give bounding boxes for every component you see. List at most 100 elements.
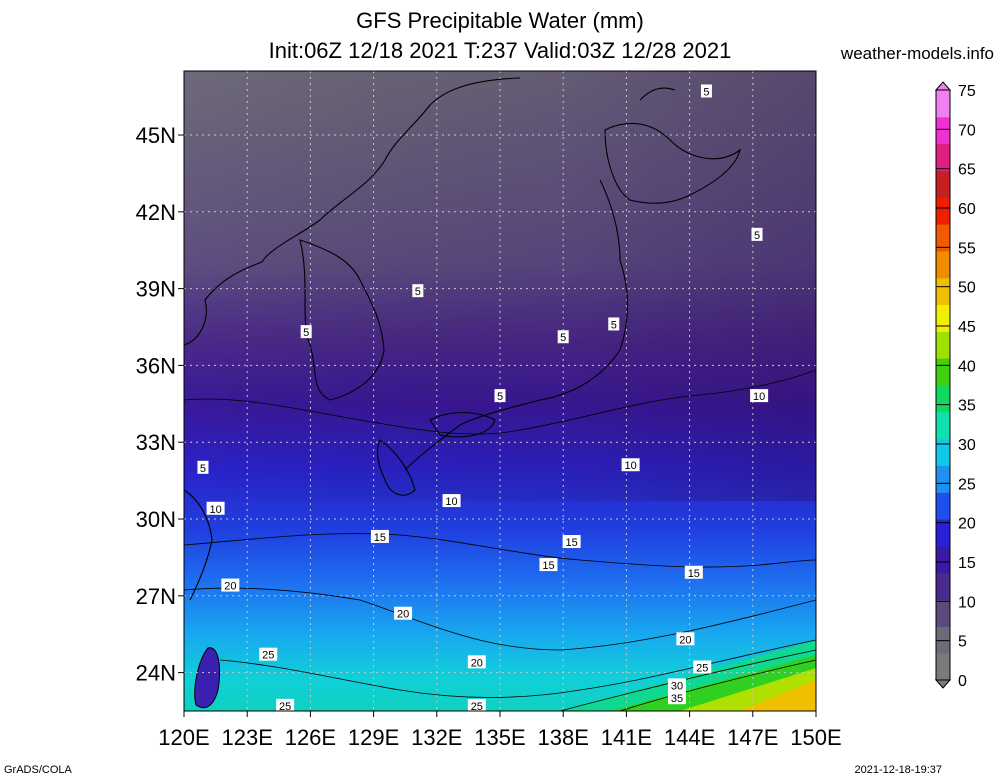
- colorbar-swatch-6: [936, 492, 950, 520]
- contour-label-box-8: [750, 389, 769, 403]
- coast-honshu: [404, 179, 629, 471]
- colorbar-swatch-14: [936, 277, 950, 306]
- colorbar-swatch-15: [936, 250, 950, 279]
- contour-label-box-13: [562, 535, 581, 549]
- chart-title: GFS Precipitable Water (mm): [0, 8, 1000, 34]
- lon-tick-label-3: 129E: [348, 725, 399, 750]
- contour-label-box-20: [259, 647, 278, 661]
- colorbar-swatch-8: [936, 438, 950, 466]
- lon-axis: 120E 123E 126E 129E 132E 135E 138E 141E 144E 147E…: [158, 711, 842, 750]
- map-area: 5 5 5 5 5 5 5 5 10 10 10 10 15 15 15 15 20 20 20 20 25 25 25 25…: [184, 71, 816, 713]
- contour-label-box-5: [608, 317, 620, 331]
- colorbar-swatch-11: [936, 358, 950, 386]
- contour-label-20: 25: [262, 650, 274, 662]
- lat-tick-label-3: 33N: [136, 430, 176, 455]
- contour-label-11: 10: [209, 504, 221, 516]
- colorbar-swatch-19: [936, 143, 950, 171]
- lat-tick-label-4: 36N: [136, 353, 176, 378]
- colorbar-label-10: 50: [958, 280, 976, 297]
- contour-15: [184, 533, 816, 568]
- colorbar-swatch-0: [936, 653, 950, 681]
- colorbar-label-12: 60: [958, 201, 976, 218]
- contour-label-box-0: [700, 84, 712, 98]
- colorbar-swatch-2: [936, 599, 950, 627]
- contour-label-box-21: [693, 660, 712, 674]
- colorbar-top-arrow: [934, 81, 952, 91]
- contour-label-box-17: [394, 606, 413, 620]
- contour-label-box-4: [557, 330, 569, 344]
- lon-tick-label-2: 126E: [285, 725, 336, 750]
- contour-label-14: 15: [542, 560, 554, 572]
- colorbar-swatch-5: [936, 519, 950, 547]
- contour-label-box-14: [539, 558, 558, 572]
- contour-label-2: 5: [415, 286, 421, 298]
- pw-field-east: [184, 71, 816, 501]
- contour-35: [619, 659, 816, 711]
- colorbar-swatch-13: [936, 304, 950, 332]
- colorbar-label-15: 75: [958, 83, 976, 100]
- contour-label-box-24: [667, 678, 686, 692]
- colorbar-swatch-4: [936, 545, 950, 574]
- contour-label-15: 15: [688, 568, 700, 580]
- contour-label-5: 5: [611, 319, 617, 331]
- lat-tick-label-1: 27N: [136, 584, 176, 609]
- colorbar-swatch-16: [936, 224, 950, 252]
- contour-label-box-18: [676, 632, 695, 646]
- contour-label-10: 10: [445, 496, 457, 508]
- colorbar-label-13: 65: [958, 162, 976, 179]
- contour-labels: 5 5 5 5 5 5 5 5 10 10 10 10 15 15 15 15 20 20 20 20 25 25 25 25…: [197, 84, 769, 713]
- coast-kyushu: [376, 439, 416, 496]
- contour-label-box-19: [467, 655, 486, 669]
- lon-tick-label-9: 147E: [727, 725, 778, 750]
- coast-mainland: [184, 77, 521, 346]
- pw-band-45: [740, 680, 816, 711]
- contour-label-7: 5: [200, 463, 206, 475]
- lon-tick-label-5: 135E: [474, 725, 525, 750]
- colorbar-label-14: 70: [958, 122, 976, 139]
- colorbar-label-3: 15: [958, 555, 976, 572]
- lat-tick-label-7: 45N: [136, 123, 176, 148]
- coast-sakhalin: [639, 87, 676, 101]
- contour-label-1: 5: [754, 230, 760, 242]
- subtitle-text: Init:06Z 12/18 2021 T:237 Valid:03Z 12/2…: [268, 38, 732, 63]
- footer-right: 2021-12-18-19:37: [854, 764, 942, 776]
- colorbar-swatch-7: [936, 465, 950, 493]
- colorbar-swatch-9: [936, 411, 950, 440]
- contour-label-22: 25: [279, 701, 291, 713]
- contour-label-19: 20: [471, 657, 483, 669]
- coast-shikoku: [429, 412, 496, 438]
- colorbar-swatch-17: [936, 197, 950, 225]
- colorbar-label-7: 35: [958, 398, 976, 415]
- colorbar-swatch-1: [936, 626, 950, 654]
- lon-tick-label-7: 141E: [601, 725, 652, 750]
- lon-tick-label-10: 150E: [790, 725, 841, 750]
- contour-label-box-7: [197, 460, 209, 474]
- colorbar-label-5: 25: [958, 476, 976, 493]
- contour-label-24: 30: [671, 680, 683, 692]
- site-label: weather-models.info: [840, 44, 994, 63]
- colorbar-label-9: 45: [958, 319, 976, 336]
- contour-label-4: 5: [560, 332, 566, 344]
- contour-label-box-23: [467, 698, 486, 711]
- colorbar-bottom-arrow: [934, 679, 952, 689]
- coast-hokkaido: [604, 122, 741, 204]
- lat-tick-label-5: 39N: [136, 277, 176, 302]
- colorbar-label-1: 5: [958, 634, 967, 651]
- contour-label-box-9: [621, 458, 640, 472]
- contour-label-box-15: [684, 565, 703, 579]
- contour-label-box-2: [412, 284, 424, 298]
- lon-tick-label-1: 123E: [222, 725, 273, 750]
- colorbar-swatch-21: [936, 90, 950, 118]
- lon-tick-label-4: 132E: [411, 725, 462, 750]
- colorbar-swatch-12: [936, 331, 950, 359]
- taiwan-land: [194, 647, 221, 709]
- colorbar-label-11: 55: [958, 240, 976, 257]
- colorbar-label-2: 10: [958, 594, 976, 611]
- contour-label-box-12: [370, 529, 389, 543]
- contour-label-box-11: [206, 501, 225, 515]
- contour-label-23: 25: [471, 701, 483, 713]
- coast-china-south: [184, 489, 213, 601]
- contour-label-12: 15: [374, 532, 386, 544]
- colorbar-label-4: 20: [958, 516, 976, 533]
